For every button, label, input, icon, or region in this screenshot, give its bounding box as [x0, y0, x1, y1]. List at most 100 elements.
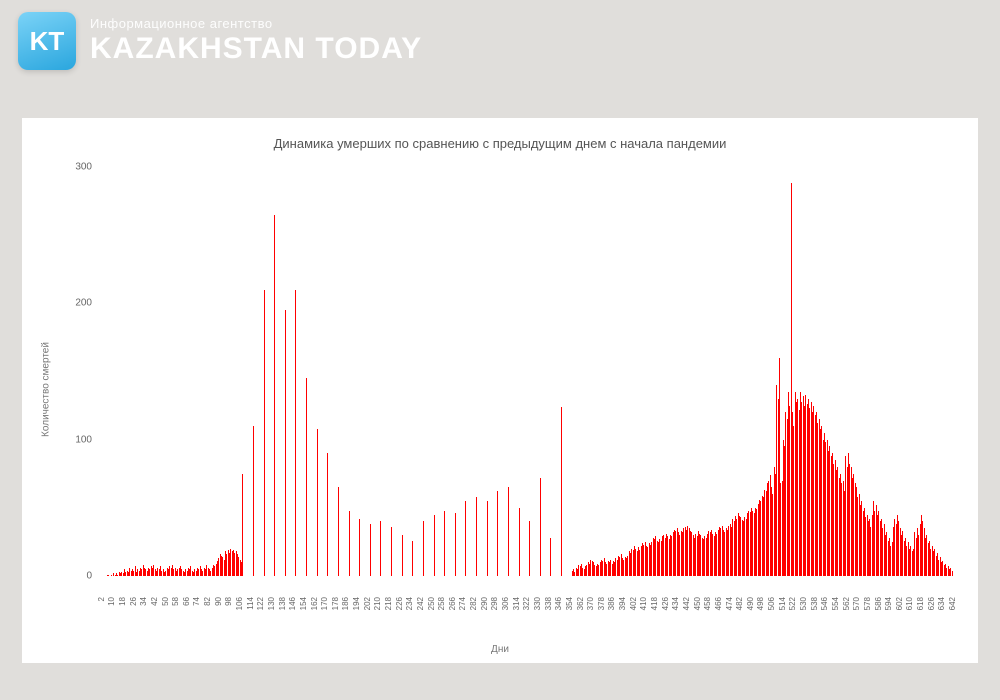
- bar: [550, 538, 551, 576]
- x-tick: 362: [576, 597, 585, 610]
- x-tick: 258: [437, 597, 446, 610]
- chart-area: Количество смертей 0100200300 2101826344…: [68, 161, 960, 606]
- chart-plot: [96, 167, 954, 576]
- x-tick: 66: [182, 597, 191, 606]
- site-header: KT Информационное агентство KAZAKHSTAN T…: [0, 0, 1000, 88]
- bar: [519, 508, 520, 576]
- x-tick: 530: [799, 597, 808, 610]
- x-tick: 474: [725, 597, 734, 610]
- x-tick: 218: [384, 597, 393, 610]
- logo-text: KT: [30, 26, 65, 57]
- x-tick: 594: [884, 597, 893, 610]
- bar: [434, 515, 435, 576]
- x-tick: 642: [948, 597, 957, 610]
- x-tick: 202: [363, 597, 372, 610]
- x-tick: 162: [310, 597, 319, 610]
- bar: [561, 407, 562, 576]
- x-tick: 58: [171, 597, 180, 606]
- x-tick: 482: [735, 597, 744, 610]
- bar: [253, 426, 254, 576]
- bar: [380, 521, 381, 576]
- x-tick: 466: [714, 597, 723, 610]
- bar: [540, 478, 541, 576]
- x-tick: 314: [512, 597, 521, 610]
- x-tick: 234: [405, 597, 414, 610]
- x-tick: 506: [767, 597, 776, 610]
- bar: [423, 521, 424, 576]
- bar: [274, 215, 275, 576]
- x-tick: 90: [214, 597, 223, 606]
- y-axis-ticks: 0100200300: [68, 167, 94, 576]
- bar: [327, 453, 328, 576]
- x-tick: 282: [469, 597, 478, 610]
- x-tick: 346: [554, 597, 563, 610]
- x-tick: 130: [267, 597, 276, 610]
- x-tick: 250: [427, 597, 436, 610]
- x-tick: 226: [395, 597, 404, 610]
- header-subtitle: Информационное агентство: [90, 17, 422, 31]
- x-tick: 50: [161, 597, 170, 606]
- x-tick: 322: [522, 597, 531, 610]
- chart-bars: [96, 167, 954, 576]
- x-tick: 370: [586, 597, 595, 610]
- x-tick: 610: [905, 597, 914, 610]
- header-title: KAZAKHSTAN TODAY: [90, 32, 422, 65]
- x-tick: 554: [831, 597, 840, 610]
- x-tick: 170: [320, 597, 329, 610]
- chart-card: Динамика умерших по сравнению с предыдущ…: [22, 118, 978, 663]
- x-tick: 154: [299, 597, 308, 610]
- x-tick: 498: [756, 597, 765, 610]
- bar: [370, 524, 371, 576]
- bar: [455, 513, 456, 576]
- x-tick: 178: [331, 597, 340, 610]
- x-tick: 522: [788, 597, 797, 610]
- bar: [529, 521, 530, 576]
- x-tick: 490: [746, 597, 755, 610]
- x-tick: 242: [416, 597, 425, 610]
- y-tick: 200: [75, 298, 92, 309]
- x-tick: 354: [565, 597, 574, 610]
- x-tick: 122: [256, 597, 265, 610]
- bar: [349, 511, 350, 576]
- x-tick: 450: [693, 597, 702, 610]
- chart-title: Динамика умерших по сравнению с предыдущ…: [40, 136, 960, 151]
- y-tick: 300: [75, 162, 92, 173]
- x-tick: 634: [937, 597, 946, 610]
- x-tick: 378: [597, 597, 606, 610]
- x-tick: 618: [916, 597, 925, 610]
- x-tick: 114: [246, 597, 255, 610]
- x-tick: 386: [607, 597, 616, 610]
- bar: [444, 511, 445, 576]
- x-tick: 210: [373, 597, 382, 610]
- x-tick: 186: [341, 597, 350, 610]
- bar: [285, 310, 286, 576]
- site-logo: KT: [18, 12, 76, 70]
- x-tick: 82: [203, 597, 212, 606]
- x-tick: 10: [107, 597, 116, 606]
- x-tick: 602: [895, 597, 904, 610]
- x-axis-label: Дни: [40, 644, 960, 655]
- bar: [264, 290, 265, 576]
- x-tick: 578: [863, 597, 872, 610]
- x-tick: 34: [139, 597, 148, 606]
- x-tick: 146: [288, 597, 297, 610]
- y-tick: 100: [75, 434, 92, 445]
- x-tick: 42: [150, 597, 159, 606]
- x-tick: 562: [842, 597, 851, 610]
- x-tick: 418: [650, 597, 659, 610]
- x-tick: 2: [97, 597, 106, 601]
- x-tick: 402: [629, 597, 638, 610]
- bar: [476, 497, 477, 576]
- x-tick: 306: [501, 597, 510, 610]
- bar: [412, 541, 413, 576]
- bar: [487, 501, 488, 576]
- x-tick: 546: [820, 597, 829, 610]
- bar: [497, 491, 498, 576]
- header-text-group: Информационное агентство KAZAKHSTAN TODA…: [90, 17, 422, 64]
- x-tick: 106: [235, 597, 244, 610]
- x-tick: 274: [458, 597, 467, 610]
- x-tick: 538: [810, 597, 819, 610]
- x-tick: 194: [352, 597, 361, 610]
- x-tick: 570: [852, 597, 861, 610]
- bar: [242, 474, 243, 576]
